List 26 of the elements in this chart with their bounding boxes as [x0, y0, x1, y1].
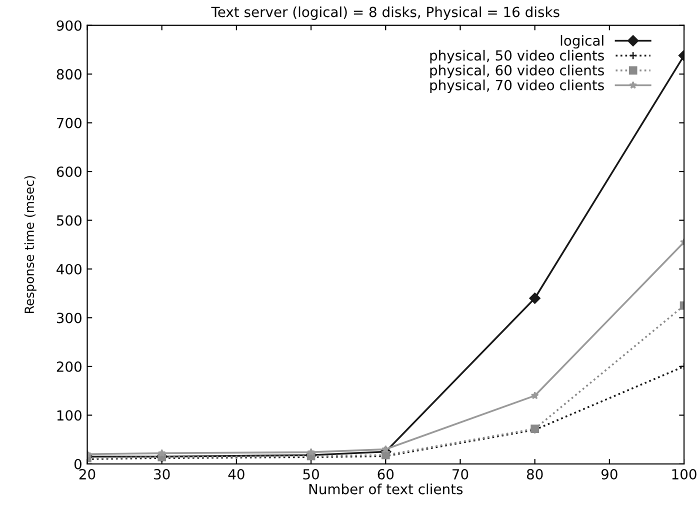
y-tick-label: 800: [56, 69, 82, 80]
y-tick-label: 600: [56, 166, 82, 178]
x-axis-title: Number of text clients: [309, 484, 463, 494]
x-tick-label: 40: [228, 469, 244, 480]
y-tick-label: 700: [57, 118, 82, 128]
x-tick-label: 100: [672, 469, 696, 480]
x-tick-label: 50: [303, 469, 319, 480]
x-tick-label: 20: [79, 469, 96, 480]
y-tick-label: 400: [56, 264, 82, 274]
chart-title: Text server (logical) = 8 disks, Physical = 16 disks: [211, 6, 560, 20]
x-tick-label: 60: [378, 469, 394, 480]
y-tick-label: 100: [57, 410, 82, 421]
legend-label: physical, 50 video clients: [430, 50, 604, 64]
y-axis-title: Response time (msec): [24, 176, 36, 314]
x-tick-label: 30: [154, 469, 170, 480]
x-tick-label: 80: [526, 469, 543, 480]
legend-label: physical, 70 video clients: [430, 80, 604, 94]
y-tick-label: 300: [56, 312, 82, 324]
y-tick-label: 200: [56, 361, 82, 372]
legend-label: physical, 60 video clients: [430, 64, 604, 78]
x-tick-label: 70: [452, 469, 468, 480]
y-tick-label: 500: [56, 215, 82, 226]
x-tick-label: 90: [601, 469, 618, 480]
y-tick-label: 900: [56, 20, 82, 31]
y-tick-label: 0: [74, 458, 82, 470]
legend-label: logical: [560, 35, 604, 49]
